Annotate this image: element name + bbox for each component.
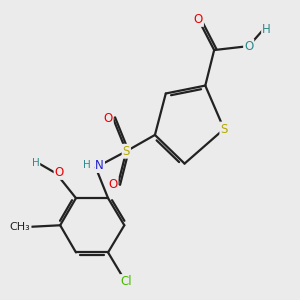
Text: O: O <box>194 13 203 26</box>
Text: S: S <box>220 122 228 136</box>
Text: H: H <box>262 23 271 36</box>
Text: S: S <box>123 145 130 158</box>
Text: O: O <box>108 178 118 191</box>
Text: CH₃: CH₃ <box>10 222 31 232</box>
Text: O: O <box>244 40 253 52</box>
Text: H: H <box>83 160 91 170</box>
Text: Cl: Cl <box>121 275 132 288</box>
Text: N: N <box>95 159 104 172</box>
Text: O: O <box>55 166 64 179</box>
Text: O: O <box>103 112 113 125</box>
Text: H: H <box>32 158 39 168</box>
